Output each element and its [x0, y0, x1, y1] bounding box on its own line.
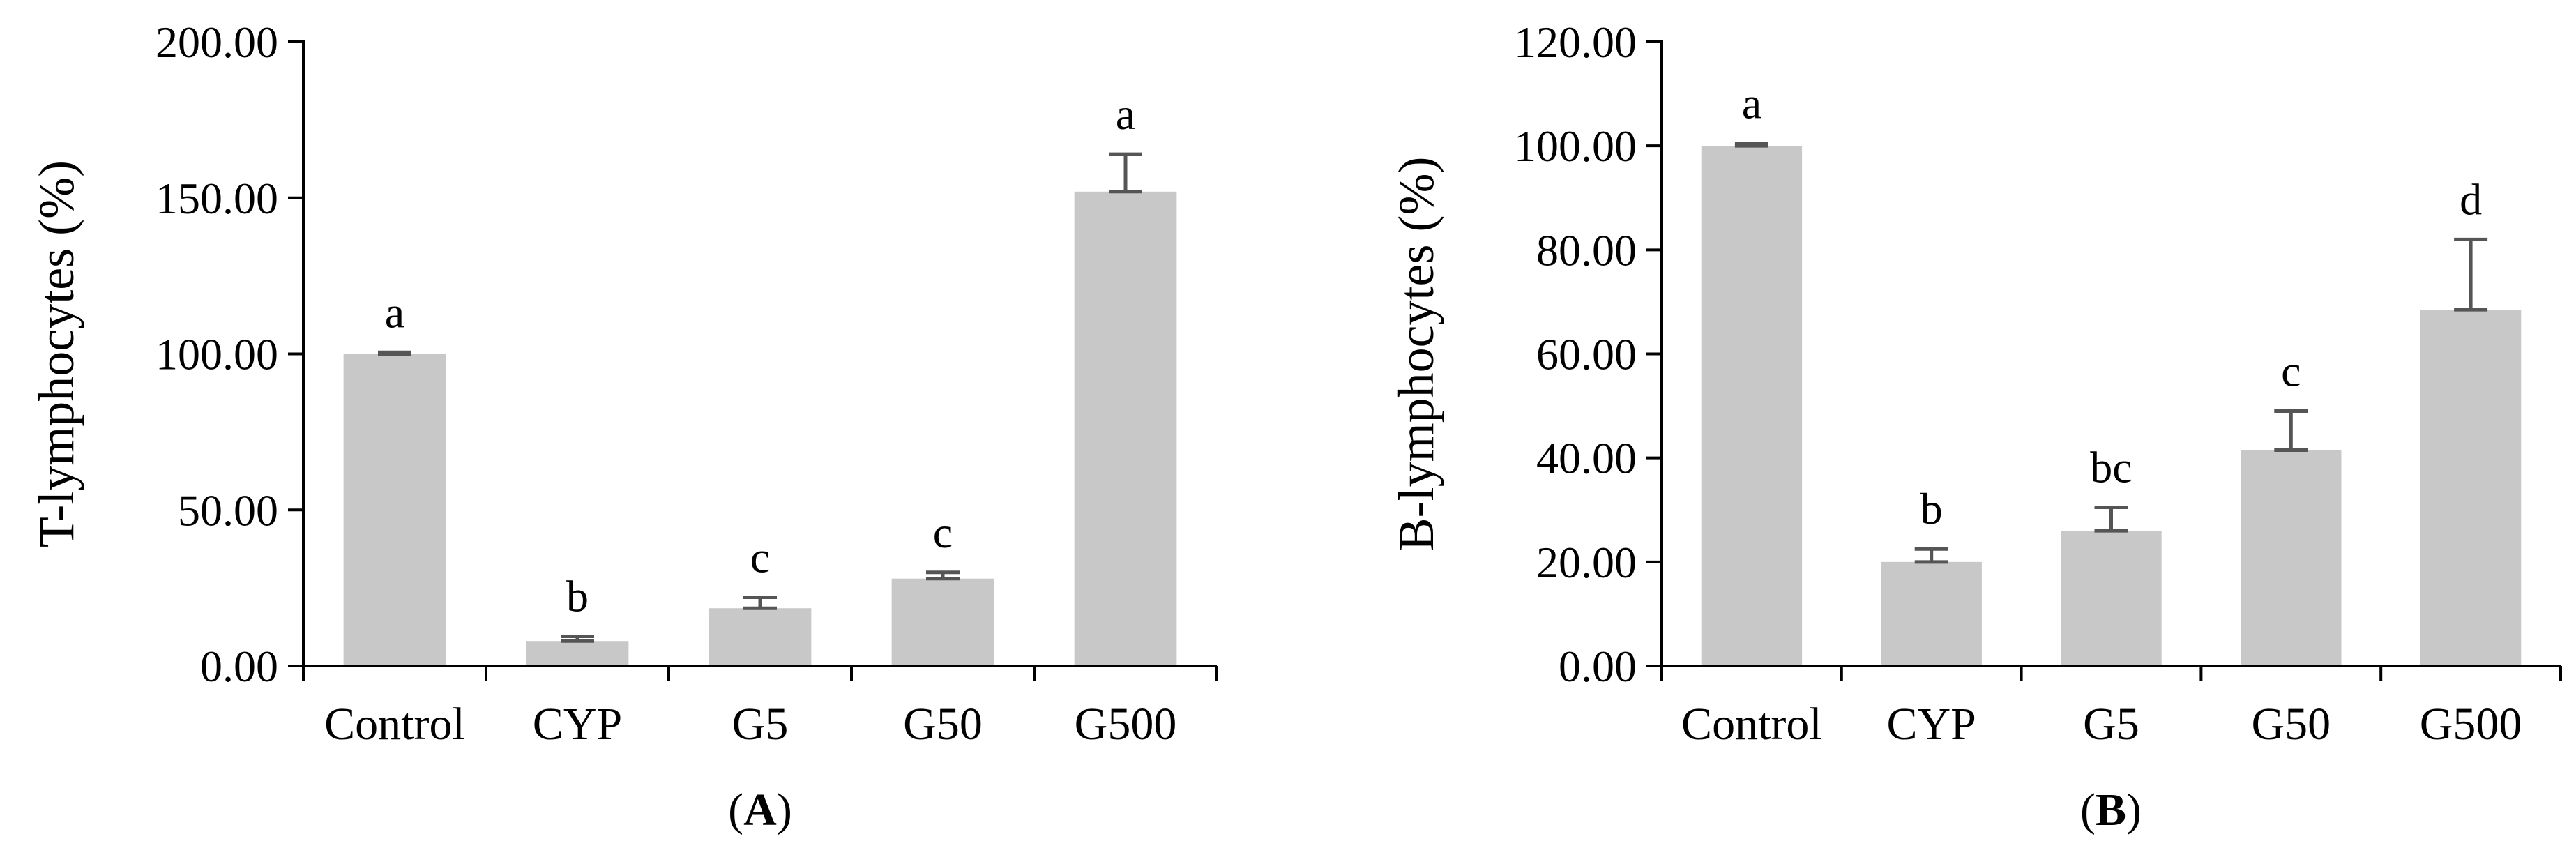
bar-g50 — [891, 578, 994, 666]
x-tick-label-control: Control — [1681, 699, 1822, 750]
x-tick-label-g500: G500 — [1075, 699, 1177, 750]
y-tick-label: 40.00 — [1536, 434, 1637, 483]
y-tick-label: 120.00 — [1514, 17, 1637, 67]
significance-label: a — [385, 287, 404, 337]
y-axis-title: T-lymphocytes (%) — [29, 160, 84, 547]
significance-label: b — [566, 571, 589, 621]
y-tick-label: 50.00 — [178, 485, 278, 535]
bar-g50 — [2241, 450, 2342, 666]
chart-panel-b: a b bc c d 0.00 20.00 40.00 60.00 80.00 100.00 120.… — [1388, 17, 2562, 835]
x-tick-label-g50: G50 — [2251, 699, 2331, 750]
significance-label: c — [750, 533, 770, 582]
y-tick-label: 200.00 — [156, 17, 278, 67]
bar-g5 — [2061, 531, 2162, 666]
significance-label: a — [1742, 78, 1761, 128]
significance-label: a — [1116, 89, 1135, 139]
x-tick-label-cyp: CYP — [533, 699, 622, 750]
significance-label: c — [2281, 347, 2301, 396]
panel-label: (B) — [2080, 785, 2142, 835]
bar-control — [1701, 146, 1803, 666]
chart-panel-a: a b c c a 0.00 50.00 100.00 150.00 200.00 Control C… — [29, 17, 1218, 835]
significance-label: d — [2460, 174, 2482, 224]
bar-g500 — [1074, 191, 1177, 666]
x-tick-label-g500: G500 — [2420, 699, 2522, 750]
bar-g5 — [709, 608, 812, 666]
y-tick-label: 100.00 — [156, 330, 278, 379]
x-tick-label-g50: G50 — [903, 699, 983, 750]
bar-cyp — [1881, 561, 1982, 666]
x-tick-label-g5: G5 — [732, 699, 789, 750]
y-tick-label: 80.00 — [1536, 225, 1637, 275]
y-tick-label: 100.00 — [1514, 121, 1637, 171]
bar-cyp — [526, 641, 629, 666]
y-tick-label: 0.00 — [1559, 642, 1637, 691]
y-tick-label: 20.00 — [1536, 538, 1637, 587]
y-tick-label: 0.00 — [200, 642, 278, 691]
bar-control — [343, 354, 446, 666]
bar-g500 — [2420, 310, 2522, 666]
x-tick-label-cyp: CYP — [1887, 699, 1976, 750]
panel-label: (A) — [728, 785, 792, 835]
significance-label: c — [933, 508, 953, 557]
x-tick-label-g5: G5 — [2083, 699, 2139, 750]
x-tick-label-control: Control — [324, 699, 465, 750]
significance-label: bc — [2090, 443, 2132, 492]
significance-label: b — [1920, 484, 1943, 533]
y-tick-label: 60.00 — [1536, 330, 1637, 379]
y-axis-title: B-lymphocytes (%) — [1388, 157, 1444, 552]
y-tick-label: 150.00 — [156, 174, 278, 223]
